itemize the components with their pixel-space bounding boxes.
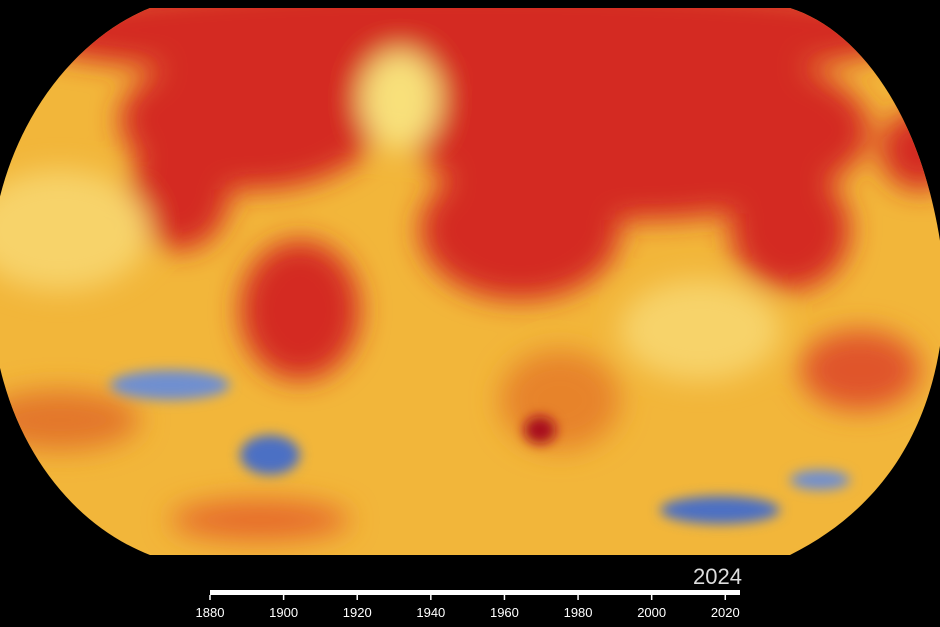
timeline: 2024 1880 1900 1920 1940 1960 1980 2000 2020 <box>196 564 742 620</box>
tick-label: 2020 <box>711 605 740 620</box>
temperature-map <box>0 8 940 555</box>
tick-label: 1960 <box>490 605 519 620</box>
timeline-bar <box>210 590 740 595</box>
tick-label: 1900 <box>269 605 298 620</box>
tick-label: 1940 <box>416 605 445 620</box>
tick-label: 2000 <box>637 605 666 620</box>
tick-label: 1980 <box>564 605 593 620</box>
tick-label: 1920 <box>343 605 372 620</box>
tick-label: 1880 <box>196 605 225 620</box>
current-year: 2024 <box>693 564 742 589</box>
